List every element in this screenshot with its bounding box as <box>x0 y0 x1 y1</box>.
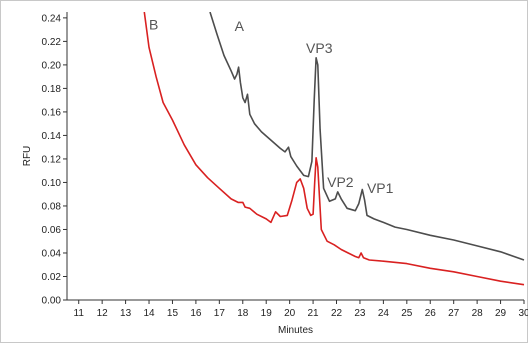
x-tick-label: 14 <box>143 308 155 319</box>
y-tick-label: 0.24 <box>42 13 62 24</box>
x-tick-label: 24 <box>378 308 390 319</box>
x-tick-label: 18 <box>237 308 249 319</box>
x-axis-title: Minutes <box>278 325 313 336</box>
x-tick-label: 16 <box>190 308 202 319</box>
x-tick-label: 30 <box>518 308 528 319</box>
y-tick-label: 0.00 <box>42 296 62 307</box>
annotation-a: A <box>235 18 245 34</box>
y-tick-label: 0.06 <box>42 225 62 236</box>
annotation-b: B <box>149 17 158 33</box>
x-tick-label: 20 <box>284 308 296 319</box>
x-tick-label: 17 <box>214 308 226 319</box>
x-tick-label: 27 <box>448 308 460 319</box>
y-axis-title: RFU <box>22 146 33 167</box>
x-tick-label: 22 <box>331 308 343 319</box>
y-tick-label: 0.20 <box>42 60 62 71</box>
x-tick-label: 21 <box>308 308 320 319</box>
y-tick-label: 0.22 <box>42 37 62 48</box>
annotation-vp2: VP2 <box>327 174 354 190</box>
x-tick-label: 25 <box>401 308 413 319</box>
x-tick-label: 19 <box>261 308 273 319</box>
x-tick-label: 11 <box>74 308 85 319</box>
annotation-vp3: VP3 <box>306 40 333 56</box>
annotation-vp1: VP1 <box>367 180 394 196</box>
y-tick-label: 0.08 <box>42 201 62 212</box>
x-tick-label: 29 <box>495 308 507 319</box>
x-tick-label: 15 <box>167 308 179 319</box>
y-tick-label: 0.16 <box>42 107 62 118</box>
y-tick-label: 0.12 <box>42 154 62 165</box>
y-tick-label: 0.02 <box>42 272 62 283</box>
x-tick-label: 13 <box>120 308 132 319</box>
y-tick-label: 0.18 <box>42 84 62 95</box>
x-tick-label: 26 <box>425 308 437 319</box>
series-line-b <box>143 12 525 286</box>
x-tick-label: 23 <box>354 308 366 319</box>
y-tick-label: 0.14 <box>42 131 62 142</box>
series-line-a <box>209 12 525 261</box>
x-tick-label: 28 <box>472 308 484 319</box>
y-tick-label: 0.10 <box>42 178 62 189</box>
y-tick-label: 0.04 <box>42 248 62 259</box>
x-tick-label: 12 <box>97 308 109 319</box>
